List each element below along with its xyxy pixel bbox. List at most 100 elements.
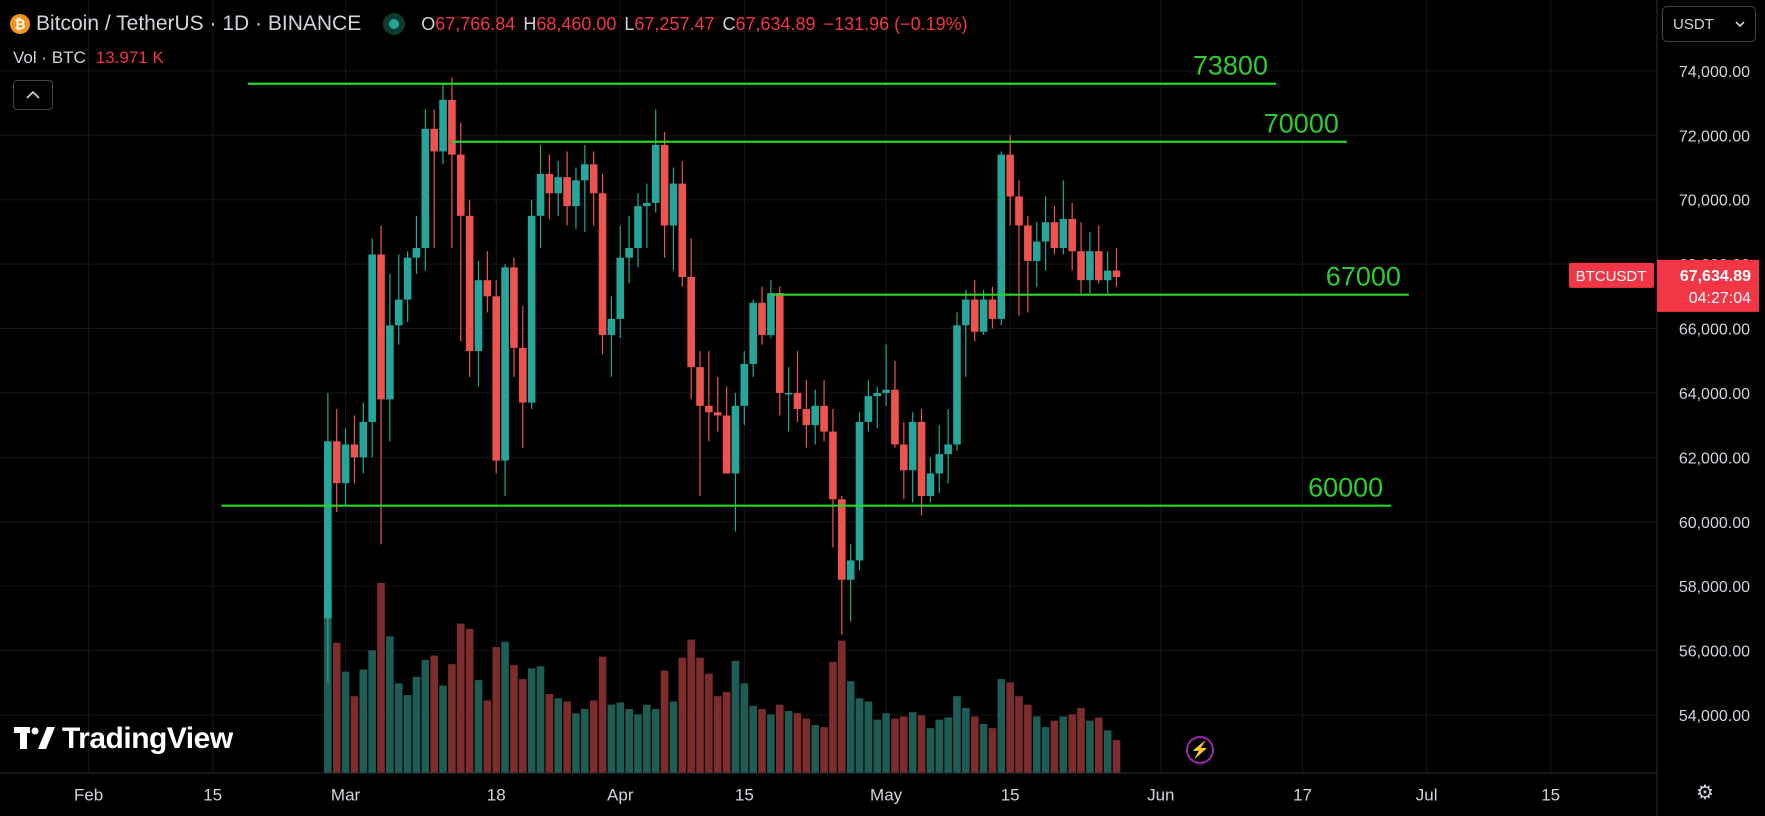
price-tick-label: 62,000.00: [1679, 450, 1750, 467]
candle-body: [598, 193, 607, 335]
current-price-label[interactable]: [1657, 259, 1759, 312]
volume-bar: [882, 713, 890, 773]
volume-bar: [386, 636, 394, 773]
time-tick-label: Jun: [1147, 786, 1174, 805]
symbol-tag[interactable]: [1569, 262, 1654, 288]
volume-bar: [935, 719, 944, 773]
volume-bar: [536, 666, 545, 773]
volume-bar: [572, 713, 580, 773]
time-tick-label: 18: [487, 786, 506, 805]
volume-bar: [430, 655, 438, 773]
candle-body: [873, 392, 882, 397]
lightning-icon[interactable]: ⚡: [1186, 736, 1214, 764]
candle-body: [474, 280, 483, 352]
volume-bar: [501, 641, 509, 773]
price-tick-label: 60,000.00: [1679, 515, 1750, 532]
tradingview-logo[interactable]: TradingView: [14, 722, 233, 756]
bitcoin-icon: ₿: [10, 14, 30, 34]
time-tick-label: 15: [1001, 786, 1020, 805]
volume-bar: [616, 702, 625, 773]
candle-body: [634, 206, 642, 249]
gear-icon[interactable]: ⚙: [1696, 782, 1714, 804]
price-tick-label: 56,000.00: [1679, 644, 1750, 661]
volume-bar: [926, 728, 935, 773]
candle-body: [1015, 196, 1023, 226]
price-tick-label: 54,000.00: [1679, 708, 1750, 725]
candle-body: [394, 299, 403, 326]
candle-body: [740, 363, 749, 406]
volume-bar: [483, 700, 492, 773]
volume-bar: [332, 642, 341, 773]
candle-body: [1032, 241, 1041, 261]
volume-bar: [1068, 714, 1076, 773]
candle-body: [979, 299, 988, 332]
candle-body: [1068, 219, 1076, 252]
candle-body: [545, 173, 554, 194]
time-tick-label: 15: [735, 786, 754, 805]
time-tick-label: 17: [1293, 786, 1312, 805]
volume-bar: [1015, 696, 1023, 773]
volume-bar: [1050, 720, 1059, 773]
volume-bar: [740, 683, 749, 773]
volume-bar: [563, 701, 571, 773]
market-status-icon[interactable]: [383, 13, 406, 35]
open-value: 67,766.84: [435, 13, 516, 34]
ohlc-values: O67,766.84 H68,460.00 L67,257.47 C67,634…: [421, 14, 967, 35]
volume-bar: [412, 676, 421, 773]
volume-legend[interactable]: Vol · BTC 13.971 K: [13, 48, 164, 68]
volume-bar: [864, 701, 873, 773]
time-tick-label: 15: [203, 786, 222, 805]
volume-bar: [359, 669, 368, 773]
candle-body: [802, 409, 811, 426]
volume-bar: [731, 660, 740, 773]
candle-body: [775, 293, 784, 393]
brand-name: TradingView: [62, 722, 233, 755]
volume-bar: [855, 698, 864, 773]
volume-bar: [900, 716, 908, 773]
volume-bar: [341, 671, 350, 773]
volume-bar: [944, 717, 952, 773]
volume-bar: [953, 696, 961, 773]
price-tick-label: 72,000.00: [1679, 128, 1750, 145]
candle-body: [829, 431, 837, 500]
candle-body: [341, 444, 350, 484]
tradingview-logo-icon: [14, 727, 55, 749]
candle-body: [669, 183, 678, 226]
horizontal-levels[interactable]: 73800 70000 67000 60000: [221, 51, 1409, 507]
candle-body: [651, 144, 660, 203]
volume-bar: [793, 713, 802, 773]
candle-body: [456, 154, 465, 216]
symbol-title[interactable]: Bitcoin / TetherUS · 1D · BINANCE: [36, 12, 362, 35]
volume-bar: [678, 657, 687, 773]
candle-body: [643, 202, 651, 207]
candle-body: [518, 347, 527, 403]
candle-body: [908, 421, 917, 471]
volume-bar: [368, 650, 376, 773]
volume-bar: [829, 661, 837, 773]
volume-bar: [421, 659, 430, 773]
volume-bar: [988, 728, 997, 773]
collapse-legend-button[interactable]: [13, 80, 53, 110]
candle-body: [837, 499, 846, 580]
volume-bar: [820, 727, 828, 773]
candle-body: [403, 257, 412, 300]
candle-body: [332, 441, 341, 484]
candle-body: [970, 299, 979, 332]
volume-bar: [634, 714, 642, 773]
candle-body: [767, 293, 775, 335]
candle-body: [864, 396, 873, 422]
volume-bar: [474, 680, 483, 773]
volume-bars: [324, 583, 1121, 773]
candle-body: [465, 215, 474, 352]
currency-selector[interactable]: USDT: [1662, 6, 1756, 42]
candle-body: [1094, 251, 1103, 281]
time-tick-label: Apr: [607, 786, 634, 805]
volume-bar: [350, 696, 359, 773]
candle-body: [1086, 251, 1094, 281]
candle-body: [368, 254, 376, 422]
volume-bar: [554, 698, 563, 773]
volume-bar: [1077, 707, 1085, 773]
